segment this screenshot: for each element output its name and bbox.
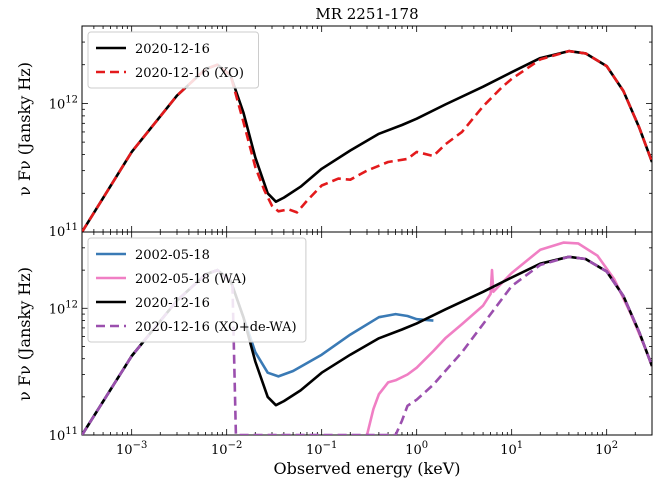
chart-title: MR 2251-178 <box>315 5 418 23</box>
y-tick-label: 1011 <box>49 222 78 240</box>
legend-label: 2020-12-16 (XO) <box>135 66 244 81</box>
x-tick-label: 10−2 <box>211 440 242 458</box>
x-axis-label: Observed energy (keV) <box>274 459 461 478</box>
x-tick-label: 102 <box>595 440 618 458</box>
legend-label: 2020-12-16 <box>135 296 210 311</box>
x-tick-label: 101 <box>500 440 523 458</box>
bottom-legend: 2002-05-18 2002-05-18 (WA) 2020-12-16 2020-… <box>87 237 307 343</box>
x-tick-label: 10−1 <box>306 440 337 458</box>
x-tick-label: 100 <box>405 440 428 458</box>
bottom-panel: 1011 1012 10−3 10−2 10−1 100 101 102 ν Fν (Jans… <box>15 231 653 478</box>
legend-label: 2020-12-16 <box>135 42 210 57</box>
y-tick-label: 1012 <box>49 94 78 112</box>
legend-box <box>87 237 307 343</box>
legend-label: 2002-05-18 <box>135 248 210 263</box>
legend-box <box>87 31 259 89</box>
series-line <box>82 49 652 232</box>
y-tick-label: 1012 <box>49 299 78 317</box>
x-tick-label: 10−3 <box>116 440 147 458</box>
legend-label: 2020-12-16 (XO+de-WA) <box>135 320 297 335</box>
top-ylabel: ν Fν (Jansky Hz) <box>15 62 34 196</box>
series-line <box>365 241 652 435</box>
legend-label: 2002-05-18 (WA) <box>135 272 246 287</box>
bottom-ylabel: ν Fν (Jansky Hz) <box>15 267 34 401</box>
top-legend: 2020-12-16 2020-12-16 (XO) <box>87 31 259 89</box>
y-tick-label: 1011 <box>49 426 78 444</box>
